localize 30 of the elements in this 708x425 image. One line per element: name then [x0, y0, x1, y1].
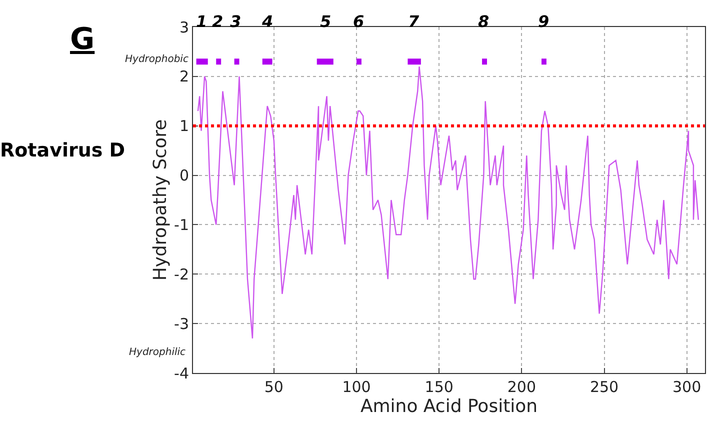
- y-tick-label: -2: [174, 265, 189, 284]
- text: G: [70, 22, 95, 57]
- annotation: 3: [230, 12, 242, 31]
- annotation: 7: [408, 12, 420, 31]
- annotation: 2: [212, 12, 224, 31]
- y-tick-label: -4: [174, 364, 189, 382]
- y-tick-label: -3: [174, 314, 189, 333]
- annotation: 6: [353, 12, 364, 31]
- text: Rotavirus D: [0, 140, 126, 162]
- y-tick-label: 0: [179, 166, 189, 185]
- text: Hydrophobic: [125, 54, 189, 65]
- line-series: [197, 66, 699, 339]
- y-tick-label: -1: [174, 216, 189, 234]
- x-tick-label: 300: [672, 378, 702, 396]
- x-axis-title: Amino Acid Position: [360, 396, 538, 418]
- annotation: 4: [261, 12, 274, 31]
- annotation: 8: [478, 12, 490, 31]
- x-tick-label: 150: [424, 378, 454, 396]
- x-tick-label: 250: [590, 378, 619, 396]
- y-tick-label: 2: [179, 68, 189, 86]
- annotation: 5: [320, 12, 332, 31]
- x-tick-label: 50: [264, 378, 284, 396]
- y-tick-label: 1: [179, 117, 189, 136]
- annotation: 9: [538, 12, 550, 31]
- y-tick-label: 3: [179, 18, 189, 36]
- x-tick-label: 200: [507, 378, 536, 396]
- x-tick-label: 100: [342, 378, 371, 396]
- y-axis-title: Hydropathy Score: [150, 119, 172, 281]
- text: Hydrophilic: [129, 347, 186, 358]
- annotation: 1: [196, 12, 208, 31]
